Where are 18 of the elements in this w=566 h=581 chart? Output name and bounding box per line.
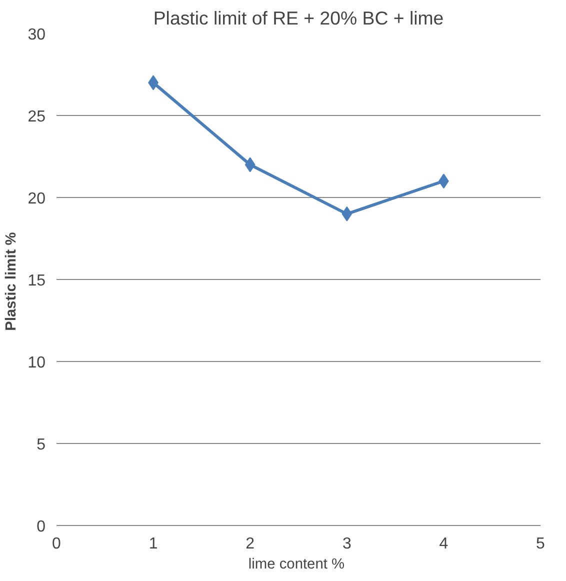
x-tick-label: 1 [148, 536, 158, 552]
x-tick-label: 4 [439, 536, 448, 552]
x-tick-label: 0 [52, 536, 62, 552]
y-tick-label: 30 [28, 26, 46, 44]
x-axis-title: lime content % [248, 556, 345, 572]
x-tick-label: 3 [342, 536, 352, 552]
y-tick-label: 20 [28, 190, 46, 208]
x-tick-label: 2 [246, 536, 255, 552]
y-tick-label: 0 [36, 518, 46, 536]
point [342, 206, 352, 222]
point [244, 157, 256, 172]
y-tick-label: 25 [28, 108, 46, 126]
y-tick-label: 15 [28, 272, 46, 290]
y-axis-title: Plastic limit % [4, 232, 20, 331]
chart-title: Plastic limit of RE + 20% BC + lime [153, 8, 444, 28]
x-tick-label: 5 [536, 536, 546, 552]
y-tick-label: 5 [36, 436, 46, 454]
y-tick-label: 10 [28, 354, 46, 372]
